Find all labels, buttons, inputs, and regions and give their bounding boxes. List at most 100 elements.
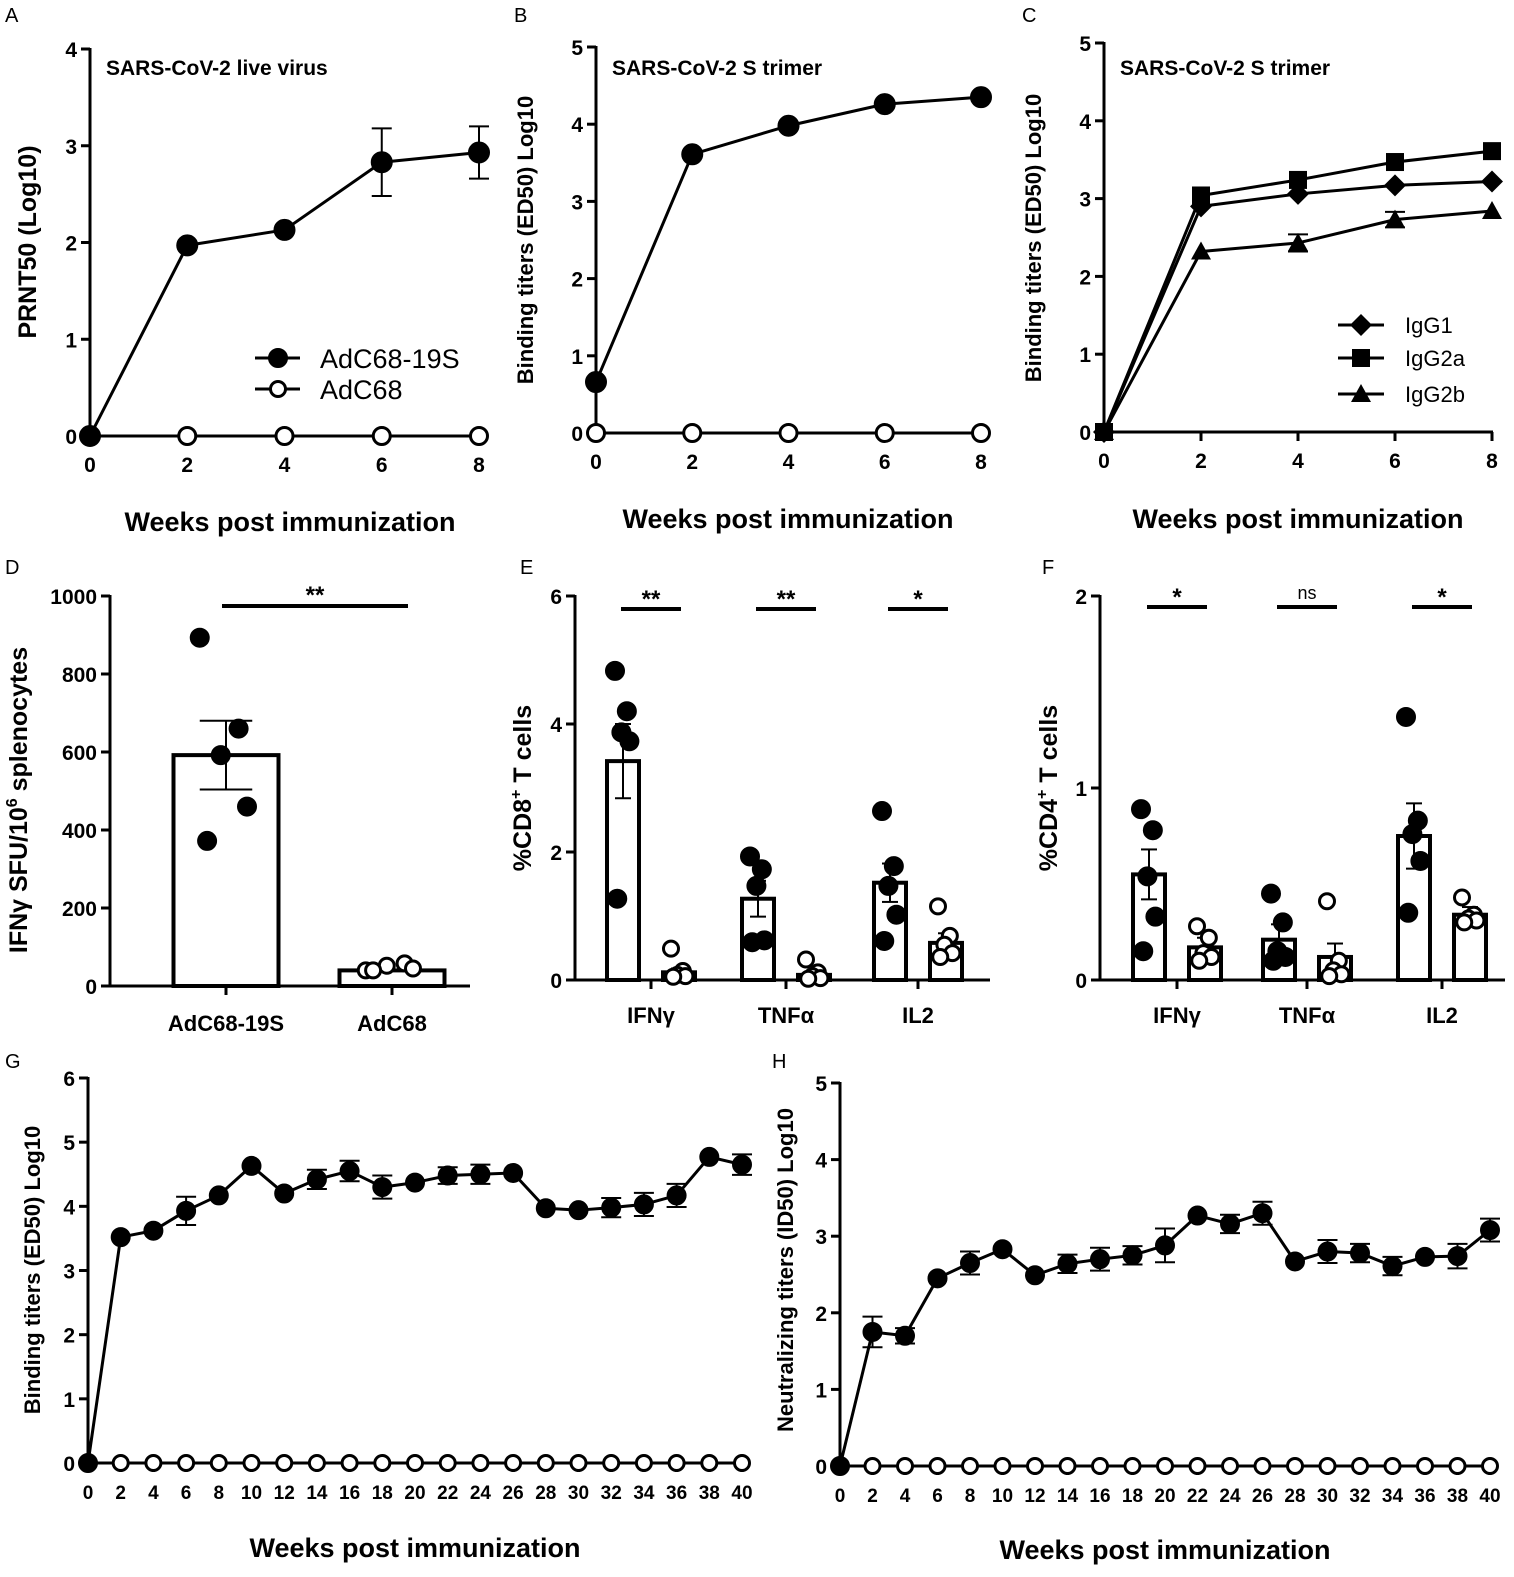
x-axis-label: Weeks post immunization	[124, 507, 455, 537]
data-point-adc68-19s	[1122, 1245, 1143, 1266]
x-tick-label: 4	[900, 1486, 911, 1507]
y-tick-label: 1	[63, 1389, 75, 1412]
y-axis-label-superscript: 6	[4, 798, 21, 807]
legend-marker	[1352, 349, 1370, 367]
data-point-adc68-19s	[535, 1198, 556, 1219]
data-point-adc68-19s	[777, 114, 800, 137]
x-tick-label: 6	[181, 1483, 192, 1504]
y-axis-label: Binding titers (ED50) Log10	[1021, 94, 1046, 382]
data-point-adc68-19s	[78, 1453, 98, 1473]
x-tick-label: 16	[339, 1483, 360, 1504]
category-label: IL2	[902, 1003, 934, 1028]
significance-marker: **	[777, 586, 796, 613]
y-tick-label: 4	[65, 39, 77, 62]
y-axis-label: PRNT50 (Log10)	[14, 145, 42, 338]
x-tick-label: 18	[1122, 1486, 1143, 1507]
data-point-adc68	[438, 1454, 457, 1472]
x-tick-label: 4	[279, 454, 291, 477]
x-tick-label: 20	[404, 1483, 425, 1504]
data-point-filled	[1142, 820, 1163, 841]
y-tick-label: 2	[65, 233, 77, 256]
y-axis-label: Binding titers (ED50) Log10	[513, 96, 538, 384]
y-tick-label: 0	[571, 423, 583, 446]
x-axis-label: Weeks post immunization	[622, 504, 953, 534]
data-point-open	[797, 950, 815, 969]
significance-marker: *	[1172, 584, 1182, 611]
data-point-open	[364, 961, 383, 980]
data-point-filled	[1272, 912, 1293, 933]
y-axis-label-main: %CD4	[1035, 799, 1063, 871]
data-point-adc68-19s	[1220, 1213, 1240, 1234]
data-point-adc68-19s	[1025, 1265, 1045, 1286]
data-point-open	[1320, 967, 1339, 986]
x-tick-label: 34	[1382, 1486, 1404, 1507]
x-tick-label: 26	[503, 1483, 524, 1504]
data-point-adc68-19s	[1415, 1246, 1435, 1267]
data-point-adc68	[778, 423, 799, 443]
data-point-adc68-19s	[503, 1162, 524, 1183]
significance-marker: **	[642, 586, 661, 613]
data-point-adc68	[340, 1454, 359, 1472]
data-point-igg2a	[1289, 170, 1307, 189]
data-point-adc68	[1058, 1457, 1077, 1475]
y-tick-label: 2	[63, 1325, 75, 1348]
data-point-adc68	[373, 1454, 392, 1472]
data-point-adc68	[896, 1457, 914, 1475]
x-tick-label: 8	[214, 1483, 225, 1504]
data-point-adc68-19s	[370, 151, 393, 174]
y-tick-label: 4	[63, 1196, 75, 1219]
x-tick-label: 20	[1154, 1486, 1175, 1507]
data-point-open	[929, 897, 947, 916]
panel-title: SARS-CoV-2 S trimer	[612, 57, 822, 80]
legend-label: IgG2b	[1405, 382, 1465, 407]
data-point-adc68	[371, 426, 392, 446]
data-point-open	[1190, 951, 1209, 970]
y-tick-label: 1	[1079, 344, 1091, 367]
y-axis-label-main: IFNγ SFU/10	[5, 807, 33, 953]
data-point-filled	[1145, 906, 1166, 927]
x-tick-label: 24	[470, 1483, 492, 1504]
data-point-igg1	[1190, 195, 1212, 218]
panel-label: G	[5, 1051, 21, 1073]
x-tick-label: 0	[1098, 450, 1110, 473]
x-tick-label: 2	[867, 1486, 878, 1507]
data-point-adc68-19s	[274, 1183, 295, 1204]
data-point-adc68	[1481, 1457, 1499, 1475]
data-point-igg2a	[1483, 142, 1501, 161]
y-tick-label: 2	[1075, 586, 1087, 609]
x-tick-label: 6	[376, 454, 388, 477]
y-tick-label: 0	[63, 1453, 75, 1476]
panel-title: SARS-CoV-2 S trimer	[1120, 57, 1330, 80]
x-tick-label: 6	[932, 1486, 943, 1507]
y-tick-label: 4	[1079, 111, 1091, 134]
x-tick-label: 8	[965, 1486, 976, 1507]
y-tick-label: 4	[571, 114, 583, 137]
series-line-adc68-19s	[594, 95, 982, 383]
y-tick-label: 0	[1075, 970, 1087, 993]
data-point-adc68-19s	[1382, 1256, 1403, 1277]
y-axis-label: Binding titers (ED50) Log10	[20, 1126, 45, 1414]
y-tick-label: 0	[550, 970, 562, 993]
data-point-igg1	[1384, 174, 1406, 197]
data-point-adc68	[1253, 1457, 1272, 1475]
data-point-adc68	[700, 1454, 719, 1472]
data-point-adc68	[1188, 1457, 1207, 1475]
data-point-adc68	[733, 1454, 751, 1472]
x-tick-label: 28	[1284, 1486, 1305, 1507]
data-point-adc68-19s	[339, 1161, 360, 1182]
data-point-adc68	[569, 1454, 588, 1472]
y-tick-label: 3	[63, 1261, 75, 1284]
data-point-filled	[878, 875, 899, 896]
data-point-filled	[1131, 799, 1151, 820]
legend-label: IgG2a	[1405, 346, 1466, 371]
data-point-igg2b	[1482, 201, 1502, 220]
category-label: AdC68-19S	[168, 1011, 284, 1036]
data-point-adc68-19s	[241, 1155, 262, 1176]
panel-title: SARS-CoV-2 live virus	[106, 57, 328, 80]
data-point-adc68-19s	[1285, 1251, 1305, 1272]
data-point-adc68-19s	[306, 1169, 327, 1190]
y-tick-label: 3	[1079, 189, 1091, 212]
y-tick-label: 5	[571, 37, 583, 60]
x-tick-label: 2	[115, 1483, 126, 1504]
data-point-adc68	[971, 423, 991, 443]
